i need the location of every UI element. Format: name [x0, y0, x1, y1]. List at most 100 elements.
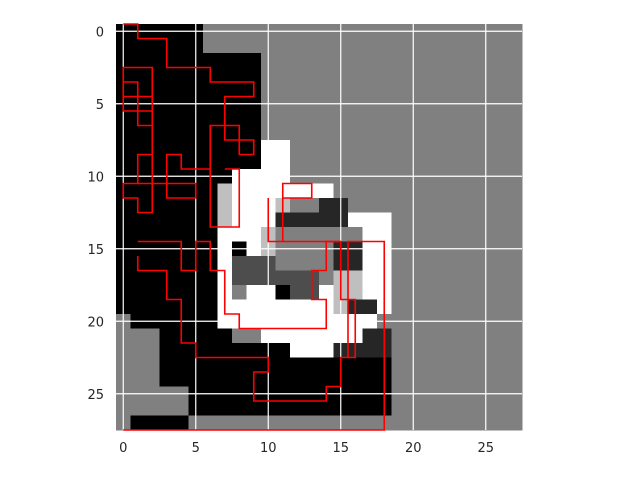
- pixel-cell: [275, 38, 291, 54]
- pixel-cell: [507, 343, 523, 358]
- pixel-cell: [348, 415, 363, 431]
- pixel-cell: [449, 328, 465, 344]
- pixel-cell: [507, 256, 523, 271]
- pixel-cell: [449, 227, 465, 242]
- pixel-cell: [377, 183, 392, 199]
- pixel-cell: [232, 299, 247, 315]
- pixel-cell: [464, 343, 479, 358]
- pixel-cell: [319, 415, 334, 431]
- pixel-cell: [217, 212, 233, 228]
- pixel-cell: [420, 343, 436, 358]
- pixel-cell: [391, 198, 407, 213]
- pixel-cell: [348, 53, 363, 68]
- pixel-cell: [435, 154, 450, 170]
- pixel-cell: [464, 415, 479, 431]
- pixel-cell: [420, 82, 436, 97]
- pixel-cell: [159, 357, 175, 373]
- pixel-cell: [217, 357, 233, 373]
- pixel-cell: [362, 53, 378, 68]
- pixel-cell: [304, 38, 320, 54]
- pixel-cell: [145, 415, 160, 431]
- pixel-cell: [174, 357, 189, 373]
- pixel-cell: [232, 111, 247, 126]
- pixel-cell: [290, 53, 305, 68]
- pixel-cell: [217, 401, 233, 416]
- pixel-cell: [290, 372, 305, 387]
- pixel-cell: [174, 227, 189, 242]
- pixel-cell: [391, 38, 407, 54]
- pixel-cell: [203, 82, 218, 97]
- pixel-cell: [493, 183, 508, 199]
- pixel-cell: [420, 67, 436, 83]
- pixel-cell: [304, 154, 320, 170]
- pixel-cell: [464, 154, 479, 170]
- pixel-cell: [391, 154, 407, 170]
- pixel-cell: [464, 299, 479, 315]
- pixel-cell: [464, 212, 479, 228]
- pixel-cell: [464, 285, 479, 300]
- pixel-cell: [420, 328, 436, 344]
- pixel-cell: [391, 415, 407, 431]
- pixel-cell: [493, 67, 508, 83]
- pixel-cell: [203, 343, 218, 358]
- pixel-cell: [290, 343, 305, 358]
- pixel-cell: [464, 328, 479, 344]
- pixel-cell: [435, 82, 450, 97]
- pixel-cell: [377, 82, 392, 97]
- pixel-cell: [493, 53, 508, 68]
- pixel-cell: [159, 111, 175, 126]
- pixel-cell: [493, 198, 508, 213]
- pixel-cell: [319, 198, 334, 213]
- pixel-cell: [507, 285, 523, 300]
- pixel-cell: [275, 67, 291, 83]
- pixel-cell: [290, 328, 305, 344]
- pixel-cell: [348, 82, 363, 97]
- pixel-cell: [507, 372, 523, 387]
- pixel-cell: [420, 111, 436, 126]
- pixel-cell: [319, 140, 334, 155]
- pixel-cell: [130, 372, 146, 387]
- pixel-cell: [159, 82, 175, 97]
- pixel-cell: [232, 270, 247, 286]
- pixel-cell: [203, 270, 218, 286]
- pixel-cell: [362, 125, 378, 141]
- pixel-cell: [319, 343, 334, 358]
- pixel-cell: [290, 82, 305, 97]
- pixel-cell: [232, 154, 247, 170]
- pixel-cell: [145, 38, 160, 54]
- red-overlay-paths: [122, 23, 386, 431]
- pixel-cell: [420, 183, 436, 199]
- pixel-cell: [348, 154, 363, 170]
- overlay-path: [267, 182, 341, 243]
- pixel-cell: [174, 125, 189, 141]
- pixel-cell: [174, 183, 189, 199]
- pixel-cell: [377, 67, 392, 83]
- pixel-cell: [203, 372, 218, 387]
- pixel-cell: [319, 212, 334, 228]
- pixel-cell: [319, 82, 334, 97]
- pixel-cell: [217, 140, 233, 155]
- pixel-cell: [362, 154, 378, 170]
- pixel-cell: [348, 285, 363, 300]
- pixel-cell: [420, 125, 436, 141]
- pixel-cell: [420, 227, 436, 242]
- pixel-cell: [362, 299, 378, 315]
- y-tick-label: 20: [87, 315, 104, 330]
- pixel-cell: [174, 53, 189, 68]
- pixel-cell: [217, 82, 233, 97]
- pixel-cell: [449, 343, 465, 358]
- pixel-cell: [232, 343, 247, 358]
- pixel-cell: [174, 415, 189, 431]
- pixel-cell: [290, 67, 305, 83]
- pixel-cell: [493, 343, 508, 358]
- pixel-cell: [507, 212, 523, 228]
- pixel-cell: [304, 198, 320, 213]
- pixel-cell: [217, 53, 233, 68]
- pixel-cell: [420, 357, 436, 373]
- pixel-cell: [507, 227, 523, 242]
- pixel-cell: [507, 401, 523, 416]
- pixel-cell: [435, 256, 450, 271]
- pixel-cell: [290, 415, 305, 431]
- pixel-cell: [377, 125, 392, 141]
